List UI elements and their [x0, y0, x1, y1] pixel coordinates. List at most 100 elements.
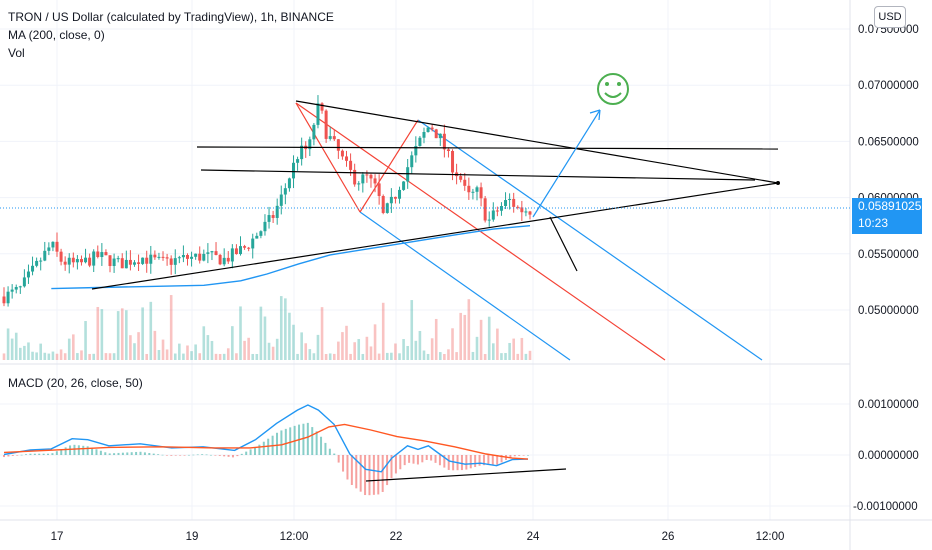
histogram-bar: [452, 455, 455, 471]
candle-body: [516, 206, 520, 208]
candle-body: [381, 196, 385, 213]
volume-bar: [39, 343, 42, 360]
candle-body: [430, 127, 434, 130]
candle-body: [128, 259, 132, 265]
candle-body: [214, 251, 218, 255]
volume-bar: [141, 307, 144, 360]
histogram-bar: [170, 455, 173, 456]
candle-body: [292, 162, 296, 179]
candle-body: [149, 254, 153, 264]
x-tick-label: 26: [662, 531, 675, 543]
histogram-bar: [425, 455, 428, 460]
volume-bar: [19, 347, 22, 360]
volume-bar: [231, 326, 234, 360]
histogram-bar: [346, 455, 349, 480]
volume-bar: [308, 349, 312, 360]
volume-bar: [275, 338, 279, 360]
macd-indicator-label[interactable]: MACD (20, 26, close, 50): [8, 376, 143, 390]
candle-body: [112, 258, 116, 267]
candle-body: [177, 257, 181, 259]
histogram-bar: [69, 445, 72, 455]
candle-body: [504, 200, 508, 207]
candle-body: [157, 256, 161, 258]
histogram-bar: [161, 454, 164, 456]
histogram-bar: [527, 455, 529, 456]
candle-body: [100, 252, 104, 258]
y-tick-label: 0.06500000: [858, 136, 919, 148]
volume-bar: [463, 314, 467, 360]
candle-body: [495, 210, 499, 212]
candle-body: [336, 139, 340, 151]
histogram-bar: [139, 451, 142, 455]
smiley-face-icon: [597, 73, 629, 105]
candle-body: [491, 210, 495, 220]
histogram-bar: [311, 427, 314, 455]
candle-body: [340, 150, 344, 157]
currency-button[interactable]: USD: [874, 6, 906, 28]
histogram-bar: [25, 454, 28, 455]
volume-bar: [349, 353, 352, 360]
volume-bar: [31, 351, 34, 360]
histogram-bar: [500, 455, 503, 463]
histogram-bar: [179, 455, 182, 456]
histogram-bar: [478, 455, 481, 466]
histogram-bar: [355, 455, 358, 489]
trend-lines: [91, 100, 780, 290]
histogram-bar: [416, 455, 419, 465]
volume-bar: [120, 308, 124, 360]
histogram-bar: [223, 455, 226, 457]
candle-body: [434, 129, 438, 139]
volume-bar: [373, 324, 377, 360]
candle-body: [108, 255, 112, 267]
candle-body: [145, 257, 149, 264]
volume-bar: [471, 351, 475, 360]
histogram-bar: [73, 444, 76, 455]
histogram-bar: [465, 455, 468, 470]
volume-bar: [312, 353, 316, 360]
ma-indicator-label[interactable]: MA (200, close, 0): [8, 28, 105, 42]
volume-bar: [528, 350, 532, 360]
candle-body: [181, 255, 185, 258]
candle-body: [198, 253, 202, 261]
volume-bar: [88, 353, 91, 360]
histogram-bar: [302, 423, 305, 455]
volume-indicator-label[interactable]: Vol: [8, 46, 25, 60]
last-price-value: 0.05891025: [858, 199, 922, 213]
macd-line: [3, 404, 529, 473]
histogram-bar: [192, 454, 195, 456]
chart-title[interactable]: TRON / US Dollar (calculated by TradingV…: [8, 10, 334, 24]
histogram-bar: [253, 447, 256, 455]
histogram-bar: [289, 427, 292, 455]
candle-body: [361, 174, 365, 184]
histogram-bar: [16, 455, 19, 456]
volume-bar: [108, 353, 112, 360]
smiley-mouth: [604, 92, 622, 98]
volume-bar: [332, 353, 336, 360]
candle-body: [2, 296, 6, 304]
candle-body: [31, 265, 35, 272]
candle-body: [247, 247, 251, 249]
volume-bar: [279, 296, 283, 360]
volume-bar: [104, 353, 108, 360]
histogram-bar: [99, 450, 102, 455]
volume-bar: [520, 337, 524, 360]
candle-body: [508, 198, 512, 201]
candle-body: [410, 155, 414, 168]
candle-body: [222, 257, 226, 265]
volume-bar: [430, 338, 434, 360]
volume-bar: [516, 353, 520, 360]
candle-body: [263, 221, 267, 232]
histogram-bar: [218, 455, 221, 456]
candle-body: [332, 136, 336, 140]
histogram-bar: [209, 454, 212, 456]
candle-body: [47, 247, 51, 251]
volume-bar: [157, 350, 161, 360]
histogram-bar: [315, 431, 318, 455]
candle-body: [406, 167, 410, 182]
volume-bar: [394, 343, 397, 360]
histogram-bar: [518, 455, 521, 456]
volume-bar: [357, 339, 361, 360]
candle-body: [75, 259, 79, 263]
